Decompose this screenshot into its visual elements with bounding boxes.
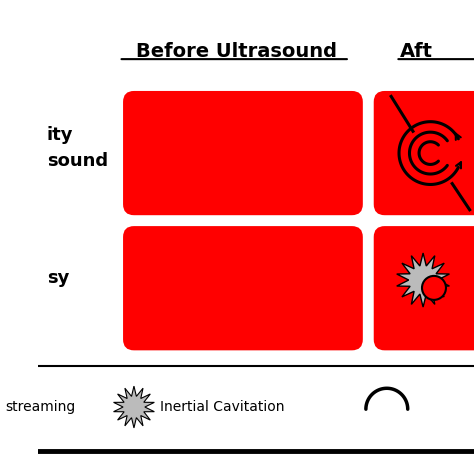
FancyBboxPatch shape <box>123 226 363 350</box>
FancyBboxPatch shape <box>374 91 474 215</box>
Ellipse shape <box>422 276 446 300</box>
Polygon shape <box>397 253 449 307</box>
Text: Inertial Cavitation: Inertial Cavitation <box>160 400 284 414</box>
FancyBboxPatch shape <box>374 226 474 350</box>
Text: Aft: Aft <box>400 42 433 61</box>
FancyBboxPatch shape <box>123 91 363 215</box>
Text: Before Ultrasound: Before Ultrasound <box>136 42 337 61</box>
Text: ity: ity <box>47 126 73 144</box>
Text: sy: sy <box>47 269 69 287</box>
Text: streaming: streaming <box>5 400 75 414</box>
Text: sound: sound <box>47 152 108 170</box>
Polygon shape <box>114 386 155 428</box>
